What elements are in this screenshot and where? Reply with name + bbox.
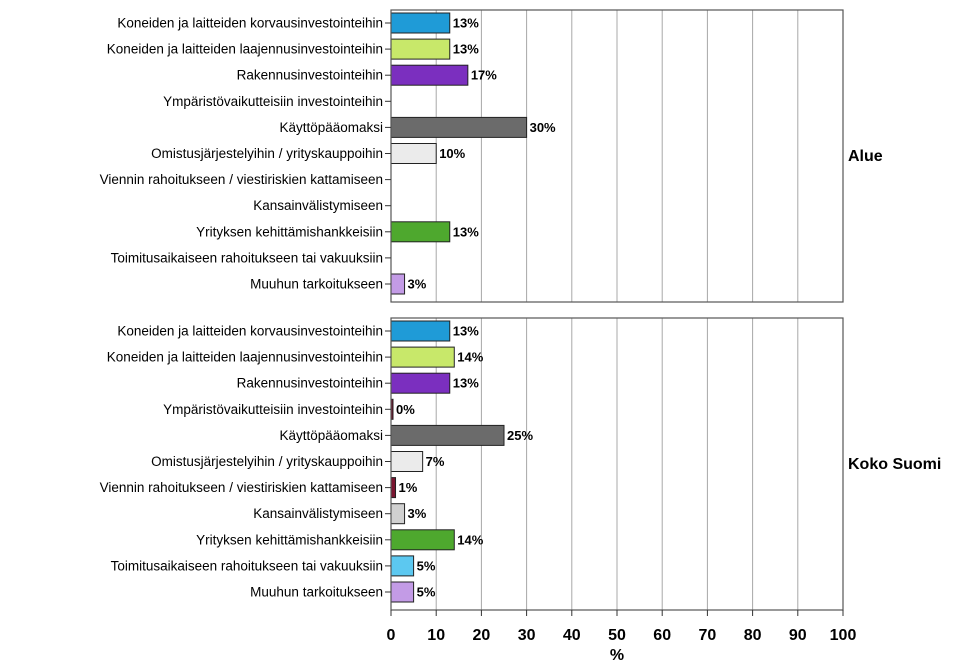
x-tick-label: 20 — [473, 627, 491, 644]
bar — [390, 221, 451, 243]
data-label: 14% — [457, 532, 483, 547]
category-label: Koneiden ja laitteiden korvausinvestoint… — [117, 324, 383, 339]
data-label: 13% — [453, 42, 479, 57]
category-label: Rakennusinvestointeihin — [237, 68, 383, 83]
bar — [390, 451, 424, 472]
category-label: Käyttöpääomaksi — [279, 428, 383, 443]
x-tick-label: 90 — [789, 627, 807, 644]
bar — [390, 346, 455, 368]
x-tick-label: 60 — [653, 627, 671, 644]
bar — [390, 581, 415, 603]
data-label: 13% — [453, 16, 479, 31]
bar — [390, 320, 451, 342]
data-label: 10% — [439, 146, 465, 161]
category-label: Muuhun tarkoitukseen — [250, 277, 383, 292]
bar — [390, 503, 406, 525]
panel-frame — [390, 9, 844, 303]
category-label: Ympäristövaikutteisiin investointeihin — [163, 402, 383, 417]
category-label: Omistusjärjestelyihin / yrityskauppoihin — [151, 146, 383, 161]
category-label: Koneiden ja laitteiden korvausinvestoint… — [117, 16, 383, 31]
data-label: 3% — [408, 506, 427, 521]
data-label: 5% — [417, 585, 436, 600]
x-tick-label: 30 — [518, 627, 536, 644]
data-label: 13% — [453, 324, 479, 339]
bar — [390, 477, 397, 499]
x-tick-label: 100 — [830, 627, 857, 644]
grid-layer — [435, 10, 799, 610]
x-tick-label: 10 — [427, 627, 445, 644]
panel-label: Koko Suomi — [848, 456, 941, 473]
data-label: 14% — [457, 350, 483, 365]
category-label: Koneiden ja laitteiden laajennusinvestoi… — [107, 42, 383, 57]
x-tick-label: 70 — [699, 627, 717, 644]
bar — [390, 555, 415, 577]
frame-layer — [385, 9, 844, 616]
x-tick-label: 80 — [744, 627, 762, 644]
panel-label: Alue — [848, 148, 883, 165]
category-label: Koneiden ja laitteiden laajennusinvestoi… — [107, 350, 383, 365]
bar — [390, 372, 451, 394]
data-label: 1% — [399, 480, 418, 495]
data-label: 7% — [426, 454, 445, 469]
x-tick-label: 40 — [563, 627, 581, 644]
category-label: Kansainvälistymiseen — [253, 506, 383, 521]
category-label: Yrityksen kehittämishankkeisiin — [196, 224, 383, 239]
x-tick-label: 0 — [387, 627, 396, 644]
category-label: Viennin rahoitukseen / viestiriskien kat… — [100, 480, 383, 495]
bar — [390, 424, 505, 446]
category-label: Muuhun tarkoitukseen — [250, 585, 383, 600]
category-label: Toimitusaikaiseen rahoitukseen tai vakuu… — [111, 250, 383, 265]
category-label: Viennin rahoitukseen / viestiriskien kat… — [100, 172, 383, 187]
x-axis-title: % — [610, 647, 624, 664]
category-label: Toimitusaikaiseen rahoitukseen tai vakuu… — [111, 558, 383, 573]
data-label: 13% — [453, 376, 479, 391]
x-tick-label: 50 — [608, 627, 626, 644]
data-label: 25% — [507, 428, 533, 443]
bar — [390, 116, 528, 138]
data-label: 17% — [471, 68, 497, 83]
data-label: 13% — [453, 224, 479, 239]
category-label: Kansainvälistymiseen — [253, 198, 383, 213]
category-label: Ympäristövaikutteisiin investointeihin — [163, 94, 383, 109]
data-label: 3% — [408, 277, 427, 292]
bar — [390, 12, 451, 34]
bar — [390, 38, 451, 60]
data-label: 0% — [396, 402, 415, 417]
data-label: 5% — [417, 558, 436, 573]
category-label: Omistusjärjestelyihin / yrityskauppoihin — [151, 454, 383, 469]
category-label: Yrityksen kehittämishankkeisiin — [196, 532, 383, 547]
text-layer: Alue Koneiden ja laitteiden korvausinvest… — [100, 16, 942, 664]
data-label: 30% — [530, 120, 556, 135]
category-label: Käyttöpääomaksi — [279, 120, 383, 135]
bar — [390, 273, 406, 295]
category-label: Rakennusinvestointeihin — [237, 376, 383, 391]
bar — [390, 529, 455, 551]
bar — [390, 143, 437, 164]
bar — [390, 64, 469, 86]
